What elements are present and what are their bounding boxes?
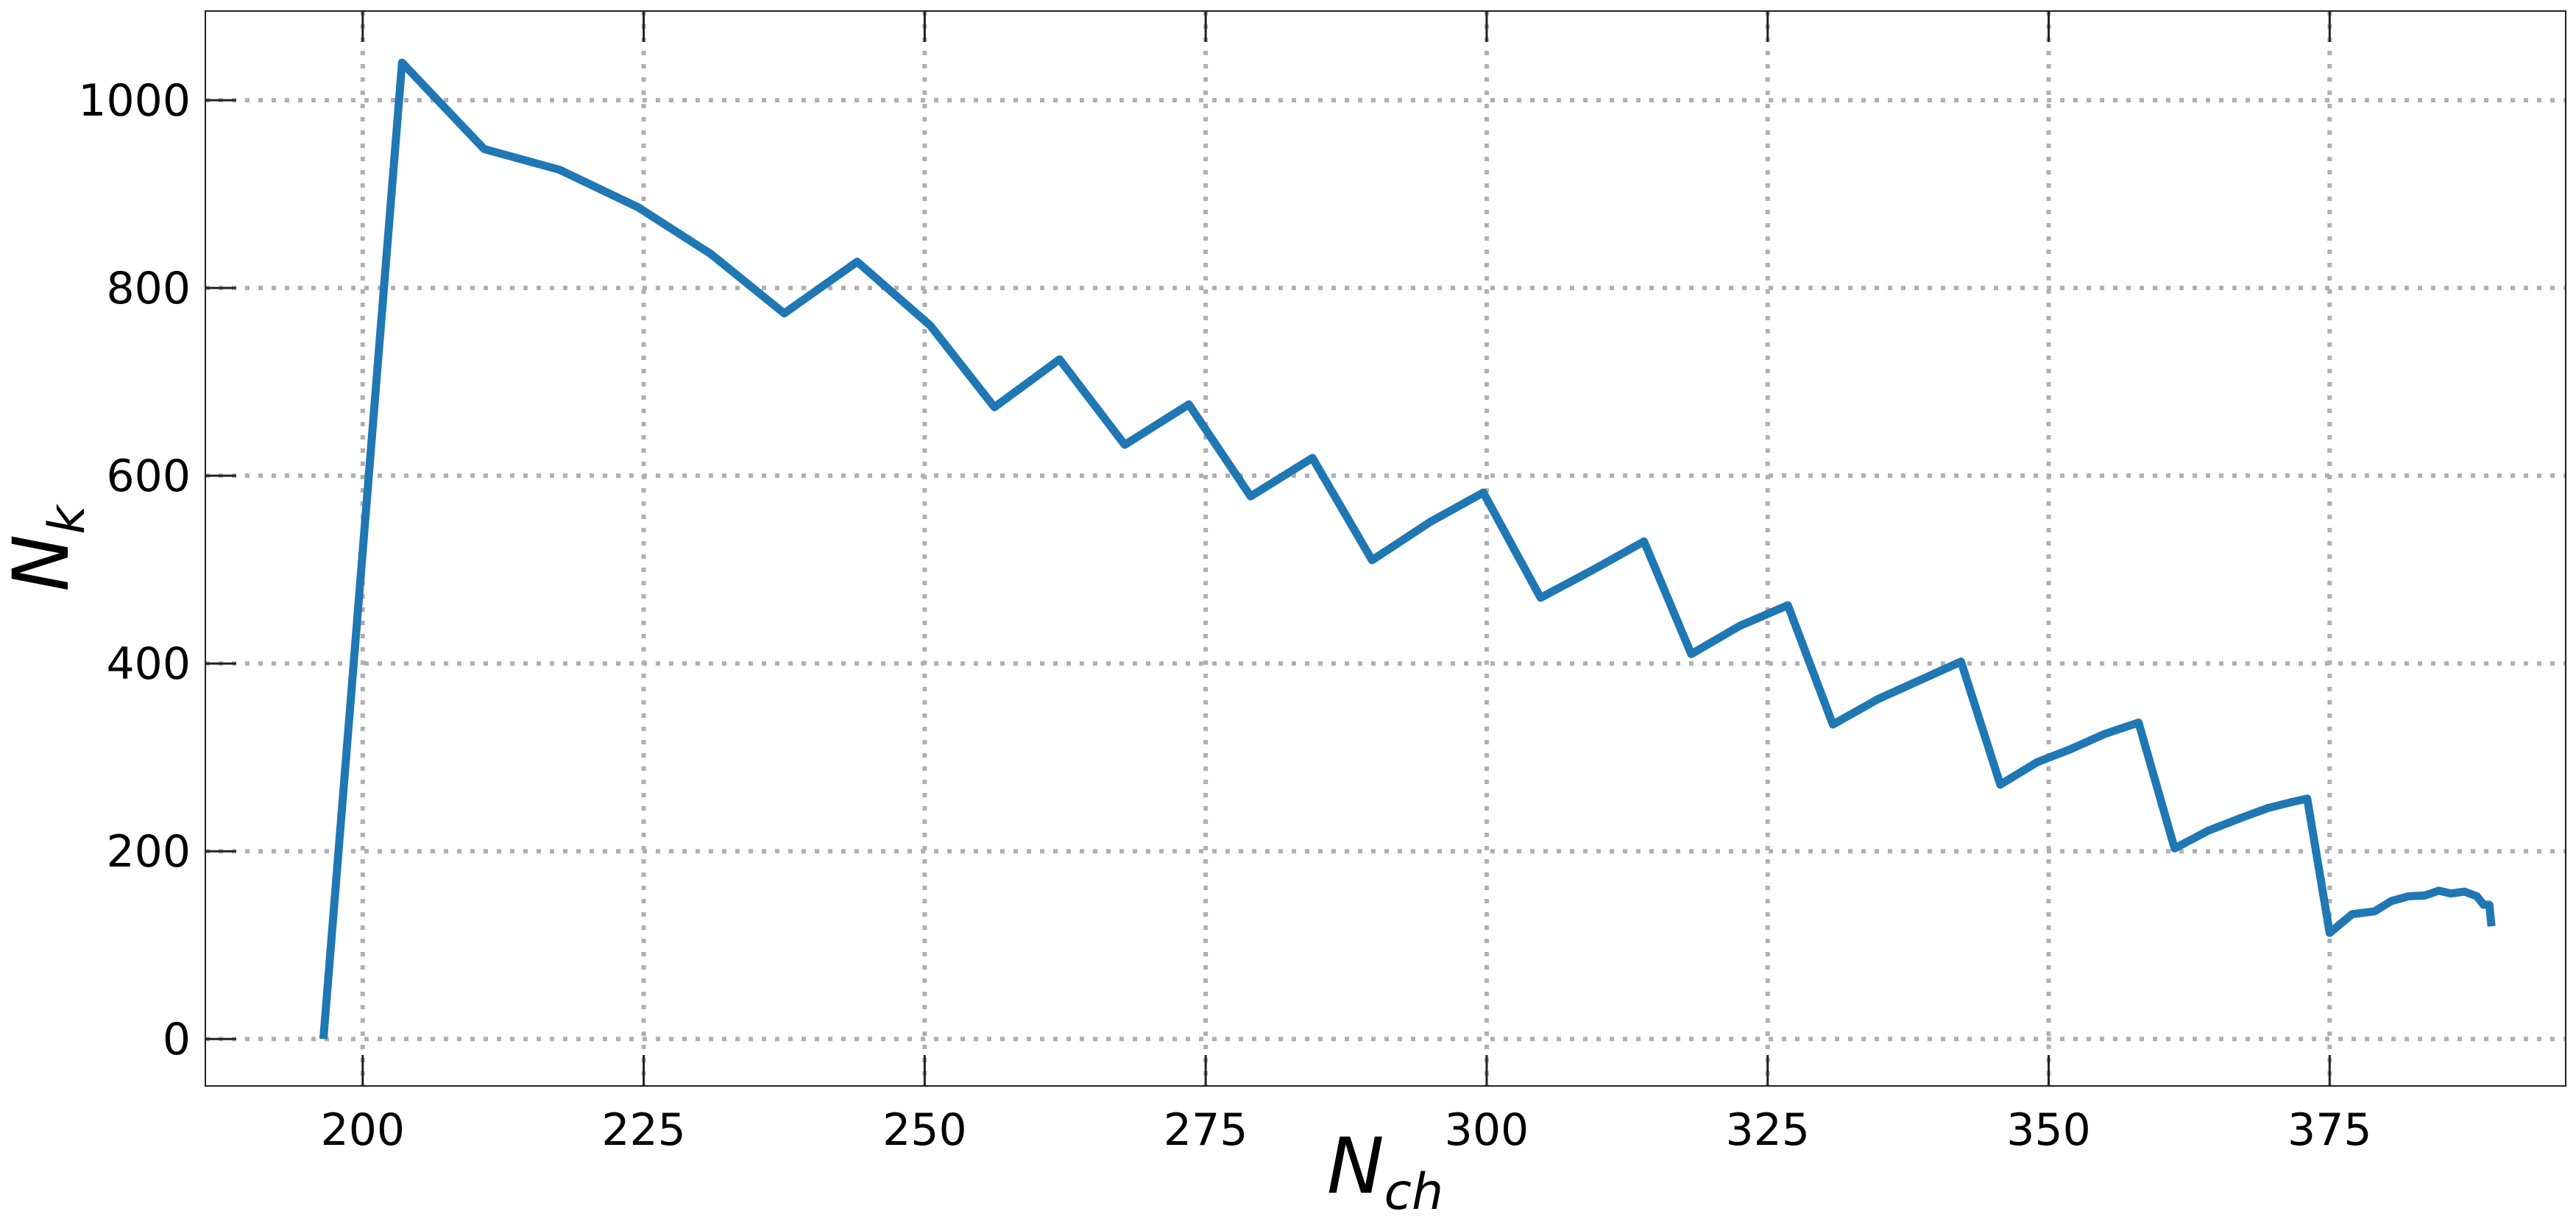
y-tick-label: 0 — [163, 1014, 191, 1065]
x-tick-labels: 200 225 250 275 300 325 350 375 — [321, 1104, 2372, 1156]
x-tick-label: 300 — [1445, 1104, 1529, 1156]
plot-frame — [205, 10, 2566, 1087]
gridlines — [205, 11, 2566, 1086]
y-tick-label: 400 — [106, 638, 191, 690]
y-tick-labels: 0 200 400 600 800 1000 — [78, 75, 191, 1065]
y-axis-label: Nk — [0, 504, 96, 592]
x-tick-label: 225 — [601, 1104, 686, 1156]
y-tick-label: 800 — [106, 263, 191, 314]
y-tick-label: 200 — [106, 826, 191, 878]
y-tick-label: 600 — [106, 451, 191, 502]
x-tick-label: 200 — [321, 1104, 406, 1156]
x-tick-label: 275 — [1164, 1104, 1248, 1156]
x-tick-label: 375 — [2287, 1104, 2372, 1156]
series-line — [319, 58, 2496, 1040]
x-axis-label: Nch — [1327, 1121, 1443, 1217]
y-tick-label: 1000 — [78, 75, 191, 127]
x-tick-label: 250 — [882, 1104, 967, 1156]
x-tick-label: 325 — [1725, 1104, 1810, 1156]
x-tick-label: 350 — [2006, 1104, 2091, 1156]
axis-ticks — [205, 11, 2331, 1086]
